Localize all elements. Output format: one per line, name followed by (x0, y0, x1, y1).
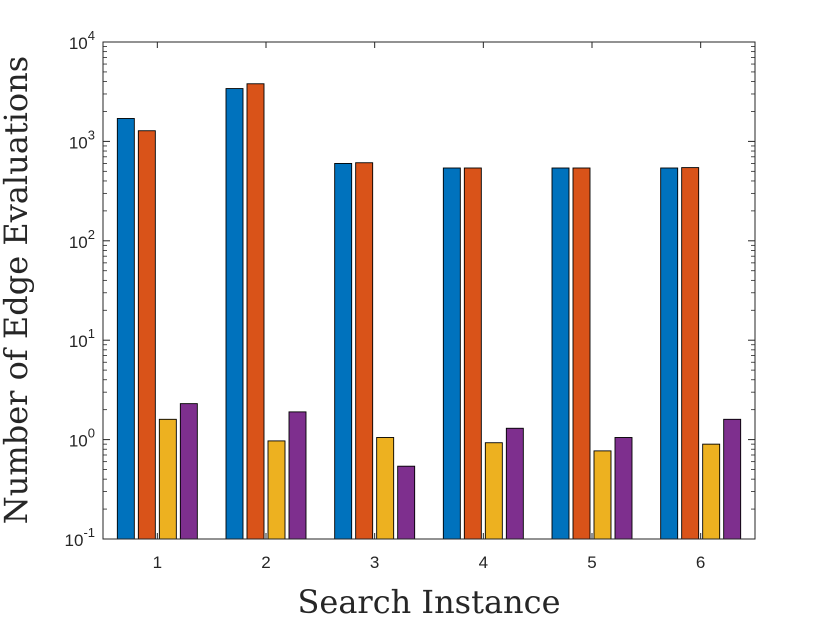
y-tick-label: 102 (69, 227, 95, 252)
bar-s1-cat1 (116, 118, 135, 540)
bar-s3-cat5 (593, 450, 612, 540)
y-tick-label: 10-1 (65, 525, 95, 550)
x-axis-title: Search Instance (297, 583, 560, 621)
y-axis-title: Number of Edge Evaluations (0, 56, 35, 524)
y-tick-label: 101 (69, 326, 95, 351)
bars-group (116, 83, 742, 540)
bar-s3-cat3 (376, 437, 395, 540)
bar-s2-cat3 (355, 162, 374, 540)
bar-s1-cat5 (551, 167, 570, 540)
y-tick-label: 103 (69, 127, 95, 152)
bar-s2-cat2 (246, 83, 265, 540)
bar-s4-cat6 (723, 418, 742, 540)
bar-s3-cat4 (484, 442, 503, 540)
bar-s1-cat4 (442, 167, 461, 540)
x-tick-label: 2 (261, 553, 270, 572)
bar-s4-cat2 (288, 411, 307, 540)
x-tick-label: 6 (696, 553, 705, 572)
bar-s1-cat6 (660, 167, 679, 540)
bar-s3-cat6 (702, 443, 721, 540)
ticks-group (103, 41, 755, 540)
bar-s4-cat5 (614, 437, 633, 540)
bar-s3-cat1 (158, 418, 177, 540)
plot-area (103, 42, 755, 539)
x-tick-label: 5 (587, 553, 596, 572)
bar-s4-cat3 (397, 465, 416, 540)
labels-group: 1 2 3 4 5 6 10-1 100 101 102 103 104 (65, 28, 706, 572)
bar-s1-cat3 (334, 162, 353, 540)
bar-s2-cat1 (137, 130, 156, 540)
bar-s3-cat2 (267, 440, 286, 540)
y-tick-label: 100 (69, 426, 95, 451)
bar-s2-cat5 (572, 167, 591, 540)
x-tick-label: 3 (370, 553, 379, 572)
bar-s2-cat4 (463, 167, 482, 540)
bar-s2-cat6 (681, 167, 700, 540)
y-tick-label: 104 (69, 28, 95, 53)
bar-s1-cat2 (225, 88, 244, 540)
plot-frame (102, 41, 756, 540)
bar-s4-cat1 (179, 403, 198, 540)
x-tick-label: 4 (479, 553, 488, 572)
bar-s4-cat4 (505, 427, 524, 540)
x-tick-label: 1 (153, 553, 162, 572)
